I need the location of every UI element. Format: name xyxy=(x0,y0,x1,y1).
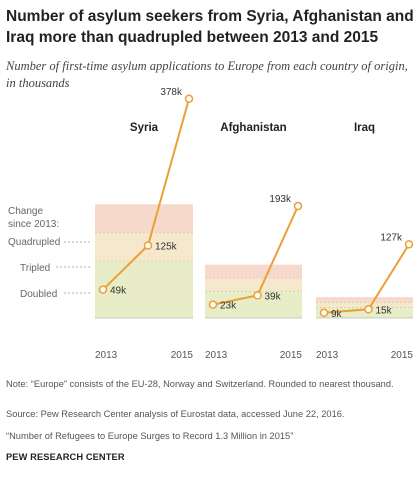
iraq-point-2015 xyxy=(404,240,414,249)
syria-label-2015: 378k xyxy=(160,87,183,98)
afghanistan-xtick-last: 2015 xyxy=(280,350,303,361)
syria-band-tripled xyxy=(95,232,193,262)
legend-quadrupled-label: Quadrupled xyxy=(8,237,60,248)
syria-xtick-first: 2013 xyxy=(95,350,118,361)
legend-heading-line2: since 2013: xyxy=(8,219,59,230)
brand-logo-text: PEW RESEARCH CENTER xyxy=(6,452,125,462)
iraq-xtick-first: 2013 xyxy=(316,350,339,361)
syria-point-2015 xyxy=(184,94,194,104)
afghanistan-band-quadrupled xyxy=(205,264,302,278)
footnote: Note: “Europe” consists of the EU-28, No… xyxy=(6,379,394,389)
legend-doubled-label: Doubled xyxy=(20,289,57,300)
iraq-xtick-last: 2015 xyxy=(391,350,414,361)
afghanistan-panel-title: Afghanistan xyxy=(220,122,286,134)
afghanistan-xtick-first: 2013 xyxy=(205,350,228,361)
afghanistan-label-2014: 39k xyxy=(265,291,282,302)
iraq-band-doubled xyxy=(316,307,413,318)
afghanistan-point-2013 xyxy=(208,300,218,309)
afghanistan-point-2014 xyxy=(253,291,262,300)
publication-title: “Number of Refugees to Europe Surges to … xyxy=(6,431,294,441)
iraq-band-tripled xyxy=(316,302,413,308)
legend-tripled-label: Tripled xyxy=(20,263,50,274)
afghanistan-point-2015 xyxy=(293,201,303,211)
iraq-panel-title: Iraq xyxy=(354,122,375,134)
source-line: Source: Pew Research Center analysis of … xyxy=(6,409,345,419)
iraq-band-quadrupled xyxy=(316,297,413,303)
chart-panels: Syria 49k 125k 378k 2013 2015 Afghanistan 23k 39… xyxy=(95,87,413,361)
iraq-label-2015: 127k xyxy=(380,232,403,243)
chart-subtitle: Number of first-time asylum applications… xyxy=(6,59,408,90)
syria-band-quadrupled xyxy=(95,204,193,233)
syria-point-2014 xyxy=(143,241,153,250)
iraq-label-2013: 9k xyxy=(331,309,343,320)
afghanistan-label-2013: 23k xyxy=(220,301,237,312)
chart-title: Number of asylum seekers from Syria, Afg… xyxy=(6,8,414,46)
afghanistan-label-2015: 193k xyxy=(269,194,292,205)
chart-area: Change since 2013: Quadrupled Tripled Do… xyxy=(8,87,413,361)
syria-label-2014: 125k xyxy=(155,242,178,253)
syria-panel-title: Syria xyxy=(130,122,159,134)
legend-heading-line1: Change xyxy=(8,206,43,217)
syria-point-2013 xyxy=(98,285,108,294)
syria-xtick-last: 2015 xyxy=(171,350,194,361)
iraq-label-2014: 15k xyxy=(376,305,393,316)
syria-band-doubled xyxy=(95,261,193,318)
legend: Change since 2013: Quadrupled Tripled Do… xyxy=(8,206,92,300)
iraq-point-2013 xyxy=(319,308,329,318)
afghanistan-band-tripled xyxy=(205,277,302,292)
syria-label-2013: 49k xyxy=(110,286,127,297)
iraq-point-2014 xyxy=(364,305,373,314)
